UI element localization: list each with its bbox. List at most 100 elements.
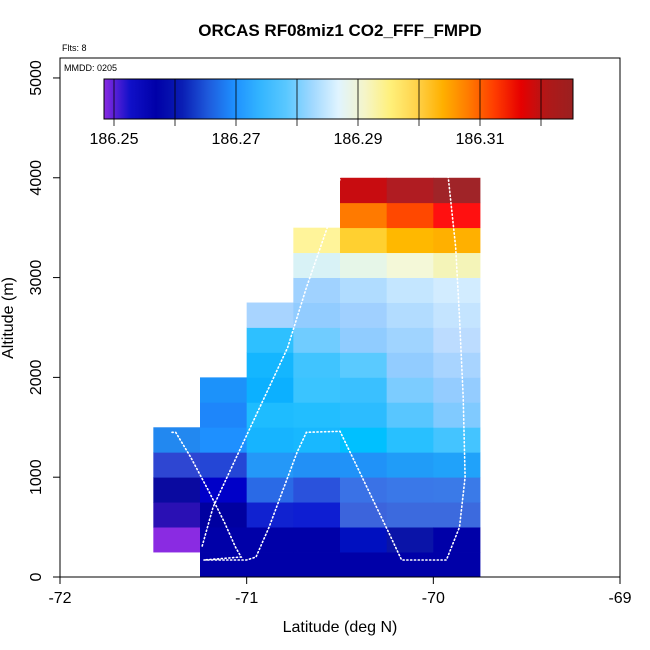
heatmap-cell	[153, 427, 201, 453]
heatmap-cell	[200, 402, 248, 428]
colorbar-tick-label: 186.27	[212, 131, 261, 148]
heatmap-cells	[153, 177, 481, 578]
heatmap-cell	[386, 277, 434, 303]
heatmap-cell	[200, 477, 248, 503]
heatmap-cell	[200, 502, 248, 528]
y-axis: 0 1000 2000 3000 4000 5000	[28, 60, 60, 581]
heatmap-cell	[200, 427, 248, 453]
x-tick-label: -70	[422, 590, 445, 607]
chart-title: ORCAS RF08miz1 CO2_FFF_FMPD	[198, 21, 481, 40]
y-tick-label: 3000	[28, 260, 45, 296]
x-axis-label: Latitude (deg N)	[283, 619, 398, 636]
colorbar: 186.25 186.27 186.29 186.31	[90, 78, 574, 148]
heatmap-cell	[386, 502, 434, 528]
heatmap-cell	[200, 527, 248, 553]
heatmap-cell	[246, 552, 294, 578]
heatmap-cell	[386, 377, 434, 403]
heatmap-cell	[433, 352, 481, 378]
colorbar-tick-label: 186.25	[90, 131, 139, 148]
heatmap-cell	[340, 277, 388, 303]
heatmap-cell	[433, 277, 481, 303]
colorbar-swatches	[104, 79, 573, 126]
heatmap-cell	[433, 302, 481, 328]
heatmap-cell	[433, 527, 481, 553]
heatmap-cell	[200, 377, 248, 403]
heatmap-cell	[340, 327, 388, 353]
heatmap-cell	[293, 552, 341, 578]
heatmap-cell	[433, 402, 481, 428]
heatmap-cell	[386, 402, 434, 428]
heatmap-cell	[433, 202, 481, 229]
heatmap-cell	[246, 452, 294, 478]
heatmap-cell	[293, 502, 341, 528]
heatmap-cell	[340, 552, 388, 578]
heatmap-cell	[293, 377, 341, 403]
heatmap-cell	[433, 427, 481, 453]
heatmap-cell	[340, 452, 388, 478]
heatmap-cell	[293, 477, 341, 503]
colorbar-frame	[103, 78, 574, 120]
date-label: MMDD: 0205	[64, 63, 117, 73]
heatmap-cell	[386, 552, 434, 578]
heatmap-cell	[153, 527, 201, 553]
colorbar-ticks: 186.25 186.27 186.29 186.31	[90, 131, 505, 148]
heatmap-cell	[386, 202, 434, 229]
heatmap-cell	[340, 352, 388, 378]
heatmap-cell	[200, 552, 248, 578]
heatmap-cell	[433, 502, 481, 528]
y-axis-label: Altitude (m)	[0, 277, 17, 359]
heatmap-cell	[386, 227, 434, 254]
flights-label: Flts: 8	[62, 43, 87, 53]
heatmap-cell	[246, 302, 294, 328]
colorbar-tick-label: 186.31	[456, 131, 505, 148]
heatmap-cell	[246, 402, 294, 428]
heatmap-cell	[340, 177, 388, 204]
heatmap-cell	[433, 377, 481, 403]
y-tick-label: 5000	[28, 60, 45, 96]
x-tick-label: -72	[48, 590, 71, 607]
heatmap-cell	[340, 502, 388, 528]
colorbar-tick-label: 186.29	[334, 131, 383, 148]
heatmap-cell	[293, 352, 341, 378]
heatmap-cell	[153, 502, 201, 528]
heatmap-cell	[340, 427, 388, 453]
heatmap-cell	[433, 452, 481, 478]
heatmap-cell	[386, 252, 434, 278]
heatmap-cell	[386, 427, 434, 453]
heatmap-cell	[200, 452, 248, 478]
heatmap-cell	[340, 252, 388, 278]
heatmap-cell	[246, 327, 294, 353]
y-tick-label: 0	[28, 572, 45, 581]
heatmap-cell	[386, 177, 434, 204]
heatmap-cell	[340, 202, 388, 229]
y-tick-label: 1000	[28, 459, 45, 495]
heatmap-cell	[340, 377, 388, 403]
heatmap-cell	[293, 402, 341, 428]
heatmap-cell	[340, 227, 388, 254]
heatmap-cell	[340, 477, 388, 503]
plot-area	[59, 57, 621, 578]
heatmap-cell	[153, 452, 201, 478]
heatmap-cell	[433, 552, 481, 578]
heatmap-cell	[293, 327, 341, 353]
heatmap-cell	[386, 302, 434, 328]
x-tick-label: -71	[235, 590, 258, 607]
x-axis: -72 -71 -70 -69	[48, 577, 632, 607]
heatmap-cell	[433, 227, 481, 254]
heatmap-cell	[293, 452, 341, 478]
heatmap-cell	[340, 302, 388, 328]
heatmap-cell	[340, 527, 388, 553]
heatmap-cell	[153, 477, 201, 503]
colorbar-gradient	[104, 79, 573, 119]
heatmap-cell	[386, 327, 434, 353]
heatmap-cell	[433, 477, 481, 503]
heatmap-cell	[246, 377, 294, 403]
heatmap-cell	[293, 527, 341, 553]
heatmap-cell	[386, 452, 434, 478]
heatmap-cell	[386, 477, 434, 503]
plot-frame	[59, 57, 621, 578]
heatmap-cell	[433, 327, 481, 353]
heatmap-cell	[246, 352, 294, 378]
heatmap-cell	[386, 527, 434, 553]
